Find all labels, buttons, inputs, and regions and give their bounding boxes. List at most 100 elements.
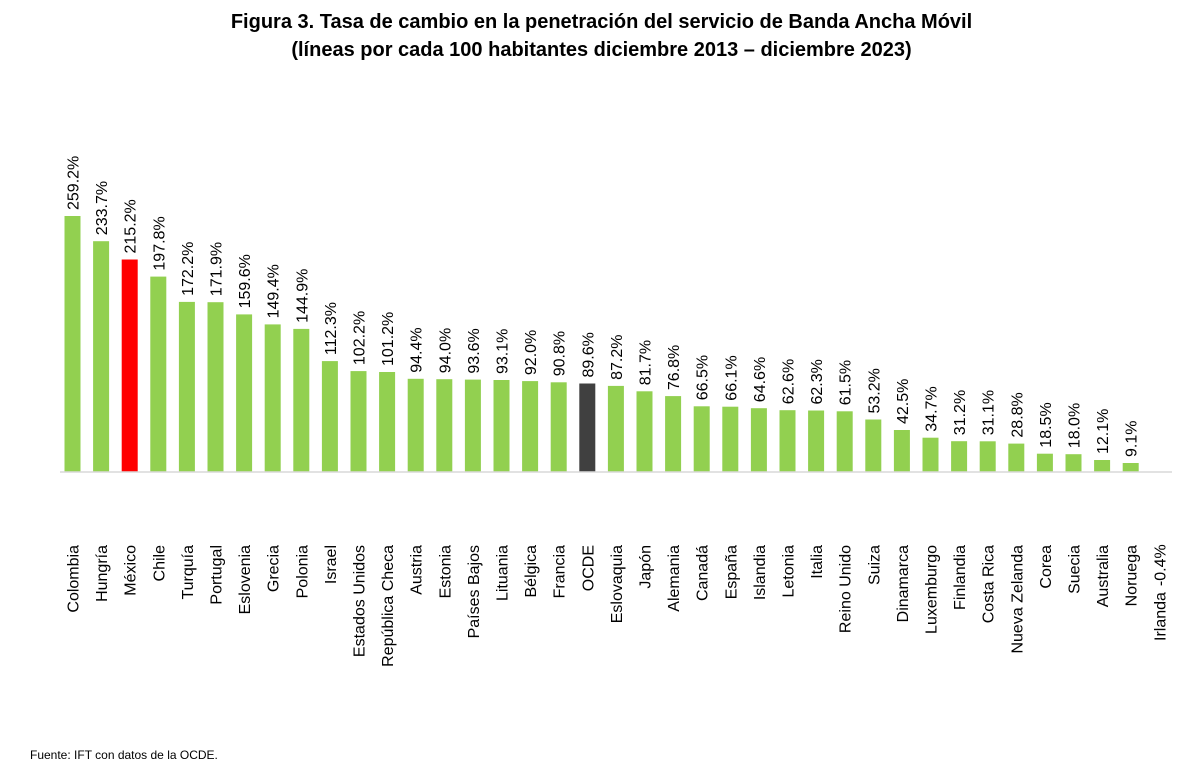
bars-group bbox=[64, 216, 1168, 473]
category-label-portugal: Portugal bbox=[209, 545, 226, 605]
value-label-canada: 66.5% bbox=[695, 355, 712, 400]
category-label-lituania: Lituania bbox=[495, 545, 512, 601]
value-label-ocde: 89.6% bbox=[580, 332, 597, 377]
value-label-mexico: 215.2% bbox=[123, 199, 140, 253]
value-label-nueva-zelanda: 28.8% bbox=[1009, 392, 1026, 437]
bar-colombia bbox=[64, 216, 81, 472]
value-label-hungria: 233.7% bbox=[94, 181, 111, 235]
value-label-portugal: 171.9% bbox=[209, 242, 226, 296]
value-label-dinamarca: 42.5% bbox=[895, 379, 912, 424]
negative-bar-label-group: Irlanda -0.4% bbox=[1152, 544, 1169, 641]
bar-canada bbox=[693, 406, 710, 472]
bar-ocde bbox=[579, 383, 596, 472]
category-label-luxemburgo: Luxemburgo bbox=[924, 545, 941, 634]
category-label-reino-unido: Reino Unido bbox=[838, 545, 855, 633]
value-label-costa-rica: 31.1% bbox=[981, 390, 998, 435]
value-label-suecia: 18.0% bbox=[1067, 403, 1084, 448]
chart-title-block: Figura 3. Tasa de cambio en la penetraci… bbox=[0, 8, 1203, 64]
value-label-italia: 62.3% bbox=[809, 359, 826, 404]
category-label-eslovenia: Eslovenia bbox=[237, 545, 254, 614]
source-note: Fuente: IFT con datos de la OCDE. bbox=[30, 748, 218, 762]
category-label-austria: Austria bbox=[409, 545, 426, 595]
value-label-japon: 81.7% bbox=[638, 340, 655, 385]
category-label-finlandia: Finlandia bbox=[952, 545, 969, 610]
value-label-turquia: 172.2% bbox=[180, 242, 197, 296]
value-label-eslovaquia: 87.2% bbox=[609, 335, 626, 380]
category-label-corea: Corea bbox=[1038, 545, 1055, 589]
category-label-canada: Canadá bbox=[695, 545, 712, 601]
category-label-irlanda: Irlanda bbox=[1152, 592, 1169, 641]
category-label-belgica: Bélgica bbox=[523, 545, 540, 598]
bar-costa-rica bbox=[979, 441, 996, 472]
value-label-reino-unido: 61.5% bbox=[838, 360, 855, 405]
category-label-hungria: Hungría bbox=[94, 545, 111, 602]
value-label-corea: 18.5% bbox=[1038, 402, 1055, 447]
value-label-espana: 66.1% bbox=[723, 355, 740, 400]
category-label-alemania: Alemania bbox=[666, 545, 683, 612]
category-label-chile: Chile bbox=[151, 545, 168, 582]
category-label-republica-checa: República Checa bbox=[380, 545, 397, 667]
bar-austria bbox=[407, 378, 424, 472]
category-label-islandia: Islandia bbox=[752, 545, 769, 600]
bar-suiza bbox=[865, 419, 882, 472]
bar-noruega bbox=[1122, 463, 1139, 472]
value-label-eslovenia: 159.6% bbox=[237, 254, 254, 308]
bar-finlandia bbox=[951, 441, 968, 472]
chart-title: Figura 3. Tasa de cambio en la penetraci… bbox=[230, 11, 973, 33]
bar-italia bbox=[808, 410, 825, 472]
category-label-estonia: Estonia bbox=[437, 545, 454, 598]
bar-eslovaquia bbox=[607, 385, 624, 472]
bar-republica-checa bbox=[379, 372, 396, 472]
bar-estonia bbox=[436, 379, 453, 472]
category-label-suecia: Suecia bbox=[1067, 545, 1084, 594]
bar-hungria bbox=[93, 241, 110, 472]
category-label-turquia: Turquía bbox=[180, 545, 197, 600]
bar-francia bbox=[550, 382, 567, 472]
value-label-finlandia: 31.2% bbox=[952, 390, 969, 435]
value-label-republica-checa: 101.2% bbox=[380, 312, 397, 366]
bar-grecia bbox=[264, 324, 281, 472]
value-label-israel: 112.3% bbox=[323, 302, 340, 355]
category-label-italia: Italia bbox=[809, 545, 826, 579]
bar-mexico bbox=[121, 259, 138, 472]
category-label-noruega: Noruega bbox=[1124, 545, 1141, 606]
value-label-colombia: 259.2% bbox=[66, 156, 83, 210]
bar-belgica bbox=[522, 381, 539, 472]
bar-polonia bbox=[293, 328, 310, 472]
category-label-polonia: Polonia bbox=[294, 545, 311, 598]
chart-subtitle: (líneas por cada 100 habitantes diciembr… bbox=[291, 39, 912, 61]
category-label-australia: Australia bbox=[1095, 545, 1112, 607]
bar-reino-unido bbox=[836, 411, 853, 472]
value-label-australia: 12.1% bbox=[1095, 409, 1112, 454]
value-label-letonia: 62.6% bbox=[781, 359, 798, 404]
bar-paises-bajos bbox=[464, 379, 481, 472]
value-label-irlanda: -0.4% bbox=[1152, 544, 1169, 586]
bar-corea bbox=[1036, 453, 1053, 472]
category-label-dinamarca: Dinamarca bbox=[895, 545, 912, 622]
category-label-grecia: Grecia bbox=[266, 545, 283, 592]
bar-espana bbox=[722, 406, 739, 472]
bar-alemania bbox=[665, 396, 682, 472]
category-label-japon: Japón bbox=[638, 545, 655, 589]
bar-eslovenia bbox=[236, 314, 253, 472]
value-label-luxemburgo: 34.7% bbox=[924, 386, 941, 431]
category-label-colombia: Colombia bbox=[66, 545, 83, 613]
category-label-ocde: OCDE bbox=[580, 545, 597, 591]
bar-suecia bbox=[1065, 454, 1082, 472]
category-label-mexico: México bbox=[123, 545, 140, 596]
value-label-chile: 197.8% bbox=[151, 216, 168, 270]
category-label-nueva-zelanda: Nueva Zelanda bbox=[1009, 545, 1026, 654]
category-label-espana: España bbox=[723, 545, 740, 599]
bar-nueva-zelanda bbox=[1008, 443, 1025, 472]
category-label-costa-rica: Costa Rica bbox=[981, 545, 998, 623]
bar-australia bbox=[1094, 460, 1111, 472]
bar-chile bbox=[150, 276, 167, 472]
category-label-francia: Francia bbox=[552, 545, 569, 598]
value-label-grecia: 149.4% bbox=[266, 264, 283, 318]
value-label-paises-bajos: 93.6% bbox=[466, 328, 483, 373]
value-label-lituania: 93.1% bbox=[495, 329, 512, 374]
bar-portugal bbox=[207, 302, 224, 472]
value-label-islandia: 64.6% bbox=[752, 357, 769, 402]
value-label-estados-unidos: 102.2% bbox=[352, 311, 369, 365]
